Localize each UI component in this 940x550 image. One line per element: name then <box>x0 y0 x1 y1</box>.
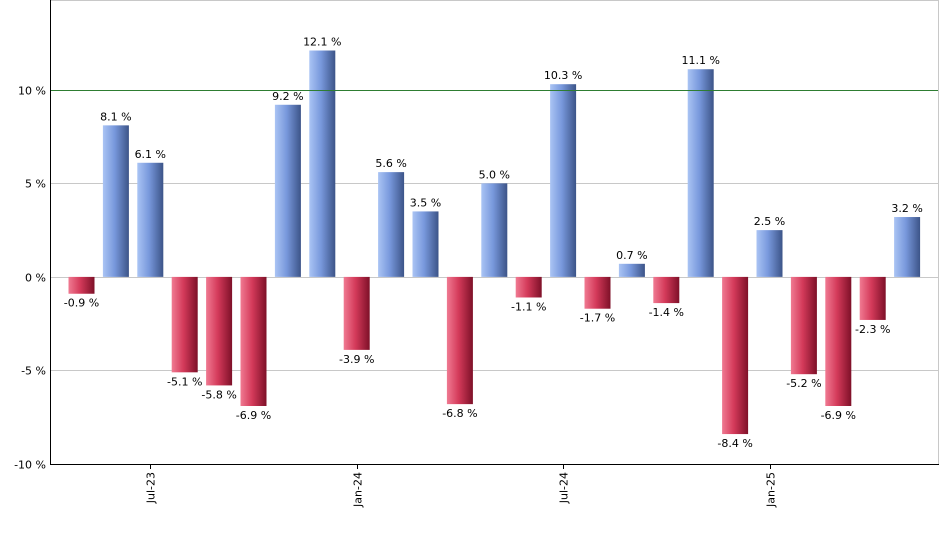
bar <box>859 276 886 320</box>
data-label: 10.3 % <box>544 69 582 82</box>
bar <box>446 276 473 405</box>
x-axis-tick-labels: Jul-23 Jan-24 Jul-24 Jan-25 <box>145 472 778 508</box>
data-label: -6.9 % <box>821 409 856 422</box>
data-label: -2.3 % <box>855 323 890 336</box>
y-tick-label: 10 % <box>18 85 46 98</box>
bar <box>584 276 611 309</box>
data-label: -5.2 % <box>786 377 821 390</box>
bar <box>618 263 645 277</box>
data-label: 11.1 % <box>681 54 719 67</box>
bar <box>825 276 852 406</box>
data-label: -6.9 % <box>236 409 271 422</box>
bar <box>240 276 267 406</box>
bar <box>343 276 370 350</box>
bar <box>309 50 336 277</box>
bar <box>171 276 198 373</box>
bar <box>515 276 542 298</box>
data-label: 12.1 % <box>303 36 341 49</box>
data-label: -8.4 % <box>717 437 752 450</box>
bar <box>68 276 95 294</box>
x-tick-label: Jan-25 <box>765 472 778 508</box>
bar <box>274 104 301 277</box>
bar <box>790 276 817 375</box>
data-label: -1.4 % <box>649 306 684 319</box>
bar <box>550 84 577 277</box>
bar <box>481 183 508 277</box>
data-label: 0.7 % <box>616 249 647 262</box>
axes <box>50 0 939 469</box>
data-label: 5.6 % <box>375 157 406 170</box>
data-label: 9.2 % <box>272 90 303 103</box>
bar <box>137 162 164 277</box>
y-tick-label: -10 % <box>14 459 46 472</box>
data-label: -1.7 % <box>580 312 615 325</box>
bar <box>722 276 749 435</box>
data-label: 3.5 % <box>410 196 441 209</box>
data-label: 8.1 % <box>100 110 131 123</box>
y-axis-tick-labels: -10 % -5 % 0 % 5 % 10 % <box>14 85 46 472</box>
data-label: 2.5 % <box>754 215 785 228</box>
data-label: 6.1 % <box>135 148 166 161</box>
bars <box>68 50 921 435</box>
bar <box>653 276 680 304</box>
bar <box>102 125 129 277</box>
x-tick-label: Jul-23 <box>145 472 158 504</box>
data-label: -3.9 % <box>339 353 374 366</box>
bar <box>894 217 921 277</box>
x-tick-label: Jul-24 <box>558 472 571 504</box>
data-labels: -0.9 %8.1 %6.1 %-5.1 %-5.8 %-6.9 %9.2 %1… <box>64 36 923 451</box>
bar <box>687 69 714 277</box>
data-label: -0.9 % <box>64 297 99 310</box>
y-tick-label: 0 % <box>25 272 46 285</box>
data-label: -5.1 % <box>167 375 202 388</box>
bar <box>378 172 405 277</box>
data-label: -5.8 % <box>201 388 236 401</box>
data-label: -1.1 % <box>511 300 546 313</box>
bar <box>756 230 783 277</box>
y-tick-label: -5 % <box>21 365 46 378</box>
data-label: 3.2 % <box>891 202 922 215</box>
x-tick-label: Jan-24 <box>352 472 365 508</box>
data-label: 5.0 % <box>479 168 510 181</box>
bar <box>206 276 233 386</box>
bar <box>412 211 439 277</box>
y-tick-label: 5 % <box>25 178 46 191</box>
data-label: -6.8 % <box>442 407 477 420</box>
